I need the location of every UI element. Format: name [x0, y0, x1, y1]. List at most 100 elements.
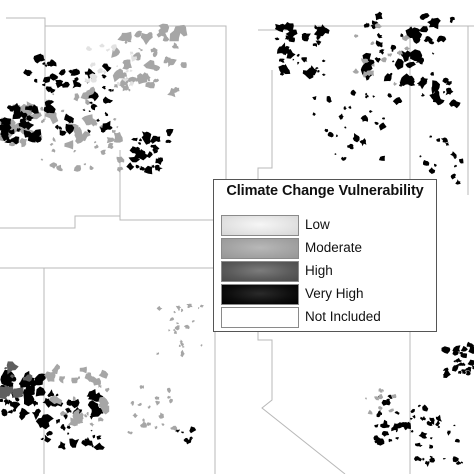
very-high-patch [374, 424, 379, 428]
very-high-patch [3, 399, 10, 406]
very-high-patch [280, 72, 285, 76]
very-high-patch [381, 431, 390, 437]
very-high-patch [60, 424, 66, 431]
very-high-patch [181, 431, 184, 434]
high-patch [6, 361, 19, 375]
moderate-patch [367, 409, 373, 415]
very-high-patch [380, 419, 390, 429]
very-high-patch [72, 80, 82, 89]
very-high-patch [165, 128, 174, 137]
very-high-patch [423, 160, 430, 166]
very-high-patch [23, 129, 33, 138]
very-high-patch [462, 370, 465, 373]
moderate-patch [128, 88, 131, 92]
very-high-patch [32, 136, 42, 143]
low-patch [102, 69, 107, 75]
very-high-patch [395, 437, 399, 440]
very-high-patch [32, 400, 38, 407]
very-high-patch [348, 105, 352, 109]
very-high-patch [13, 138, 19, 142]
moderate-patch [49, 395, 63, 405]
moderate-patch [374, 396, 380, 401]
moderate-patch [183, 324, 190, 330]
very-high-patch [429, 417, 435, 425]
very-high-patch [466, 341, 474, 350]
moderate-patch [49, 143, 54, 146]
very-high-patch [334, 153, 337, 155]
low-patch [111, 44, 117, 50]
very-high-patch [1, 408, 8, 416]
very-high-patch [31, 104, 39, 114]
very-high-patch [442, 458, 446, 460]
high-patch [0, 390, 8, 400]
very-high-patch [91, 445, 94, 448]
very-high-patch [422, 404, 429, 412]
very-high-patch [441, 346, 451, 354]
moderate-patch [145, 82, 155, 89]
moderate-patch [64, 140, 74, 150]
very-high-patch [429, 455, 434, 459]
moderate-patch [130, 400, 135, 406]
very-high-patch [69, 438, 80, 448]
very-high-patch [70, 398, 80, 409]
very-high-patch [400, 33, 404, 38]
very-high-patch [278, 64, 287, 74]
very-high-patch [447, 430, 451, 436]
very-high-patch [449, 99, 461, 109]
very-high-patch [285, 29, 298, 39]
very-high-patch [144, 165, 153, 175]
very-high-patch [312, 43, 317, 47]
very-high-patch [317, 43, 320, 46]
moderate-patch [40, 106, 44, 111]
very-high-patch [86, 394, 92, 398]
moderate-patch [156, 352, 160, 355]
very-high-patch [0, 130, 9, 137]
very-high-patch [33, 380, 39, 386]
very-high-patch [138, 138, 143, 142]
very-high-patch [288, 36, 295, 43]
very-high-patch [436, 35, 447, 43]
very-high-patch [101, 74, 107, 79]
moderate-patch [134, 30, 142, 38]
very-high-patch [279, 58, 285, 63]
legend-title: Climate Change Vulnerability [226, 183, 424, 199]
moderate-patch [163, 25, 167, 30]
very-high-patch [154, 164, 163, 172]
very-high-patch [274, 37, 280, 41]
moderate-patch [98, 384, 102, 388]
very-high-patch [422, 162, 426, 165]
low-patch [83, 78, 91, 84]
very-high-patch [445, 142, 450, 146]
very-high-patch [88, 109, 91, 112]
moderate-patch [94, 144, 99, 149]
moderate-patch [129, 431, 133, 435]
very-high-patch [457, 359, 463, 363]
moderate-patch [146, 422, 152, 427]
very-high-patch [378, 155, 385, 161]
very-high-patch [26, 115, 34, 121]
very-high-patch [392, 60, 395, 63]
very-high-patch [12, 112, 22, 120]
very-high-patch [379, 122, 387, 131]
legend-swatch-not-included [221, 307, 299, 328]
very-high-patch [343, 105, 347, 111]
very-high-patch [417, 404, 421, 408]
very-high-patch [317, 70, 320, 73]
moderate-patch [75, 408, 80, 415]
legend-item-high: High [221, 261, 435, 283]
very-high-patch [432, 96, 445, 106]
legend-label-very-high: Very High [305, 286, 364, 301]
very-high-patch [30, 391, 35, 395]
moderate-patch [180, 62, 187, 69]
very-high-patch [151, 145, 160, 153]
very-high-patch [314, 24, 319, 30]
very-high-patch [23, 393, 35, 407]
very-high-patch [51, 74, 59, 81]
very-high-patch [453, 155, 457, 159]
very-high-patch [324, 128, 329, 133]
moderate-patch [112, 129, 116, 133]
very-high-patch [59, 129, 67, 136]
very-high-patch [316, 35, 321, 40]
very-high-patch [372, 95, 376, 98]
very-high-patch [467, 359, 474, 366]
